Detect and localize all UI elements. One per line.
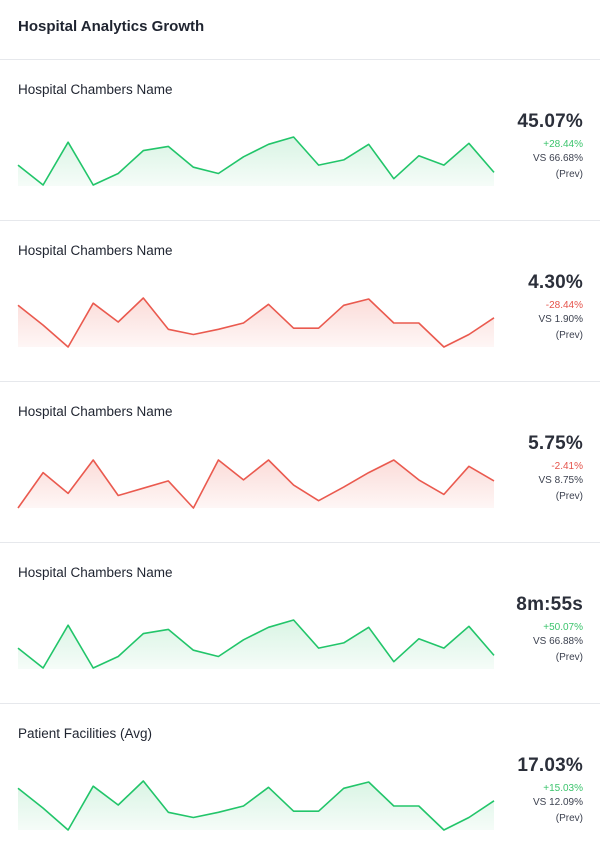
metric-comparison: VS 1.90% xyxy=(538,314,583,325)
sparkline-area xyxy=(18,620,494,669)
sparkline-area xyxy=(18,460,494,508)
metric-value: 45.07% xyxy=(517,111,583,132)
metric-value: 17.03% xyxy=(517,755,583,776)
metric-change: +15.03% xyxy=(543,783,583,794)
sparkline-line xyxy=(17,136,495,186)
metric-prev-label: (Prev) xyxy=(555,813,583,824)
sparkline-chart xyxy=(17,459,495,509)
metric-summary: 5.75% -2.41% VS 8.75% (Prev) xyxy=(528,433,583,502)
sparkline-chart xyxy=(17,619,495,669)
metric-comparison: VS 66.68% xyxy=(532,153,583,164)
metric-value: 5.75% xyxy=(528,433,583,454)
page-title: Hospital Analytics Growth xyxy=(18,18,205,35)
sparkline-area xyxy=(18,137,494,186)
metric-summary: 45.07% +28.44% VS 66.68% (Prev) xyxy=(517,111,583,180)
metric-card[interactable]: Hospital Chambers Name 8m:55s +50.07% VS 66… xyxy=(0,543,600,704)
metric-summary: 8m:55s +50.07% VS 66.88% (Prev) xyxy=(516,594,583,663)
metric-change: -28.44% xyxy=(545,300,583,311)
metric-change: +50.07% xyxy=(543,622,583,633)
metric-value: 4.30% xyxy=(528,272,583,293)
sparkline-line xyxy=(17,619,495,669)
metric-prev-label: (Prev) xyxy=(555,652,583,663)
metric-comparison: VS 8.75% xyxy=(538,475,583,486)
sparkline-area xyxy=(18,298,494,347)
metric-change: -2.41% xyxy=(551,461,583,472)
card-title: Hospital Chambers Name xyxy=(18,82,173,97)
card-title: Hospital Chambers Name xyxy=(18,565,173,580)
card-title: Hospital Chambers Name xyxy=(18,243,173,258)
sparkline-line xyxy=(17,297,495,348)
metric-card-list: Hospital Chambers Name 45.07% +28.44% VS 66… xyxy=(0,60,600,854)
metric-comparison: VS 66.88% xyxy=(532,636,583,647)
page-header: Hospital Analytics Growth xyxy=(0,0,600,60)
metric-prev-label: (Prev) xyxy=(555,330,583,341)
metric-prev-label: (Prev) xyxy=(555,169,583,180)
sparkline-line xyxy=(17,780,495,831)
metric-prev-label: (Prev) xyxy=(555,491,583,502)
metric-card[interactable]: Hospital Chambers Name 4.30% -28.44% VS 1.9… xyxy=(0,221,600,382)
card-title: Hospital Chambers Name xyxy=(18,404,173,419)
sparkline-chart xyxy=(17,136,495,186)
metric-value: 8m:55s xyxy=(516,594,583,615)
metric-summary: 4.30% -28.44% VS 1.90% (Prev) xyxy=(528,272,583,341)
metric-card[interactable]: Patient Facilities (Avg) 17.03% +15.03% VS … xyxy=(0,704,600,854)
metric-card[interactable]: Hospital Chambers Name 45.07% +28.44% VS 66… xyxy=(0,60,600,221)
sparkline-line xyxy=(17,459,495,509)
card-title: Patient Facilities (Avg) xyxy=(18,726,153,741)
sparkline-area xyxy=(18,781,494,830)
sparkline-chart xyxy=(17,297,495,348)
metric-summary: 17.03% +15.03% VS 12.09% (Prev) xyxy=(517,755,583,824)
sparkline-chart xyxy=(17,780,495,831)
metric-card[interactable]: Hospital Chambers Name 5.75% -2.41% VS 8.75… xyxy=(0,382,600,543)
metric-change: +28.44% xyxy=(543,139,583,150)
metric-comparison: VS 12.09% xyxy=(532,797,583,808)
